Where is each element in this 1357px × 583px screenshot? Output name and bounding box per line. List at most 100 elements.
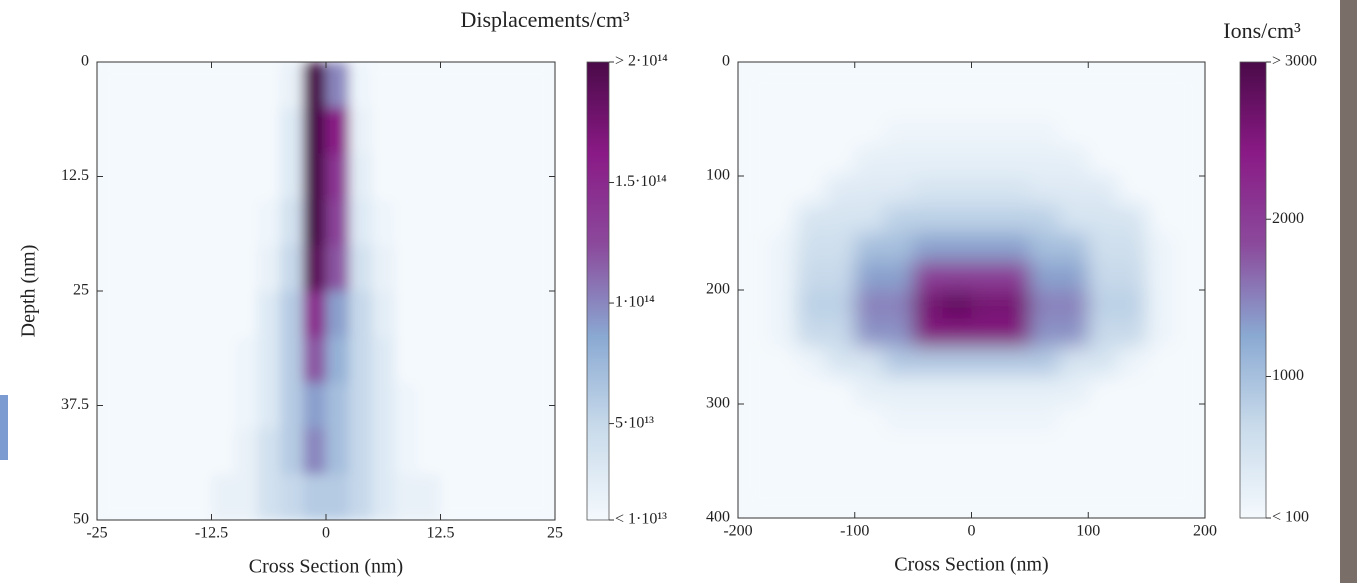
heatmap-cell: [211, 245, 235, 292]
heatmap-cell: [796, 318, 827, 348]
heatmap-cell: [211, 153, 235, 200]
heatmap-cell: [796, 375, 827, 405]
heatmap-cell: [767, 404, 797, 433]
heatmap-cell: [1088, 318, 1118, 348]
heatmap-cell: [371, 62, 396, 109]
heatmap-cell: [326, 245, 350, 292]
heatmap-cell: [97, 245, 121, 292]
heatmap-cell: [1088, 119, 1118, 148]
heatmap-cell: [1000, 290, 1031, 319]
heatmap-cell: [883, 461, 914, 490]
heatmap-cell: [1117, 62, 1148, 91]
heatmap-cell: [738, 90, 768, 120]
heatmap-cell: [1000, 261, 1031, 291]
heatmap-cell: [417, 336, 441, 384]
heatmap-cell: [1059, 432, 1089, 462]
heatmap-cell: [257, 107, 281, 155]
heatmap-cell: [913, 461, 943, 490]
heatmap-cell: [1117, 119, 1148, 148]
heatmap-cell: [854, 318, 885, 348]
heatmap-cell: [883, 204, 914, 234]
x-axis-label: Cross Section (nm): [249, 556, 403, 578]
heatmap-cell: [326, 153, 350, 200]
heatmap-cell: [280, 474, 304, 520]
heatmap-cell: [854, 290, 885, 319]
heatmap-cell: [1117, 204, 1148, 234]
heatmap-cell: [1117, 375, 1148, 405]
heatmap-cell: [942, 375, 972, 405]
heatmap-cell: [463, 291, 487, 338]
heatmap-cell: [532, 336, 555, 384]
heatmap-cell: [1175, 318, 1205, 348]
heatmap-cell: [1029, 147, 1060, 177]
heatmap-cell: [1117, 290, 1148, 319]
heatmap-cell: [1175, 290, 1205, 319]
heatmap-cell: [509, 291, 533, 338]
heatmap-cell: [1029, 290, 1060, 319]
heatmap-cell: [1088, 90, 1118, 120]
heatmap-cell: [825, 461, 856, 490]
heatmap-cell: [767, 147, 797, 177]
heatmap-cell: [825, 347, 856, 376]
heatmap: [97, 62, 555, 520]
heatmap-cell: [942, 62, 972, 91]
x-axis-label: Cross Section (nm): [894, 554, 1048, 576]
heatmap-cell: [1088, 290, 1118, 319]
heatmap-cell: [440, 245, 464, 292]
heatmap-cell: [348, 62, 373, 109]
heatmap-cell: [971, 404, 1002, 433]
heatmap-cell: [942, 347, 972, 376]
heatmap-cell: [165, 245, 190, 292]
heatmap-cell: [767, 318, 797, 348]
heatmap-cell: [394, 62, 419, 109]
heatmap-cell: [1000, 375, 1031, 405]
heatmap-cell: [532, 291, 555, 338]
heatmap-cell: [371, 428, 396, 475]
heatmap-cell: [1029, 204, 1060, 234]
heatmap-cell: [1146, 432, 1177, 462]
heatmap-cell: [883, 432, 914, 462]
heatmap-cell: [188, 336, 212, 384]
x-tick-label: 12.5: [427, 525, 455, 542]
heatmap-cell: [97, 382, 121, 429]
heatmap-cell: [825, 261, 856, 291]
heatmap-cell: [486, 382, 510, 429]
heatmap-cell: [738, 62, 768, 91]
heatmap-cell: [1175, 147, 1205, 177]
heatmap-cell: [417, 474, 441, 520]
heatmap-cell: [463, 336, 487, 384]
heatmap-cell: [303, 245, 327, 292]
heatmap-cell: [234, 291, 258, 338]
heatmap-cell: [326, 382, 350, 429]
heatmap-cell: [440, 199, 464, 246]
heatmap-cell: [767, 119, 797, 148]
heatmap-cell: [1088, 62, 1118, 91]
heatmap-cell: [165, 153, 190, 200]
heatmap-cell: [942, 461, 972, 490]
heatmap-cell: [394, 291, 419, 338]
heatmap-cell: [1117, 90, 1148, 120]
heatmap-cell: [532, 474, 555, 520]
heatmap-cell: [1117, 147, 1148, 177]
heatmap-cell: [1029, 375, 1060, 405]
heatmap-cell: [211, 428, 235, 475]
heatmap-cell: [913, 62, 943, 91]
heatmap-cell: [509, 336, 533, 384]
heatmap-cell: [440, 107, 464, 155]
heatmap-cell: [303, 428, 327, 475]
y-axis-label: Depth (nm): [18, 245, 40, 338]
heatmap-cell: [913, 204, 943, 234]
heatmap-cell: [280, 199, 304, 246]
heatmap-cell: [883, 147, 914, 177]
heatmap-cell: [767, 489, 797, 518]
x-tick-label: 25: [547, 525, 563, 542]
heatmap-cell: [257, 245, 281, 292]
heatmap-cell: [509, 107, 533, 155]
heatmap-cell: [142, 382, 167, 429]
heatmap-cell: [97, 107, 121, 155]
heatmap-cell: [509, 199, 533, 246]
heatmap-cell: [234, 245, 258, 292]
heatmap-cell: [913, 404, 943, 433]
heatmap-clip: [97, 62, 555, 520]
heatmap-cell: [417, 382, 441, 429]
